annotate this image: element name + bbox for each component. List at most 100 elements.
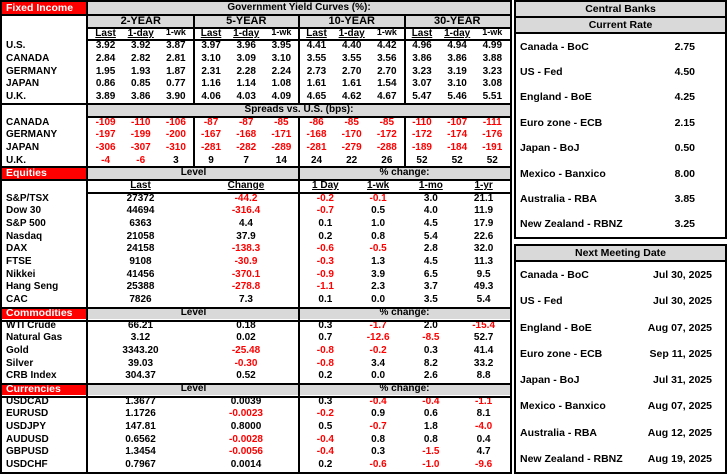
cell-value: 0.86 — [95, 78, 116, 90]
cell-value: 8.8 — [476, 370, 491, 382]
cell-value: 52.7 — [473, 332, 494, 344]
cell-value: 6.5 — [423, 268, 438, 280]
row-label: Canada - BoC — [520, 40, 589, 53]
cell-value: -4.0 — [475, 421, 493, 433]
cell-value: 3343.20 — [122, 344, 159, 356]
row-label: DAX — [6, 243, 28, 255]
cell-value: 0.7967 — [125, 459, 156, 471]
spread-row: U.K. -4 -6 3 9 7 14 24 22 26 52 52 52 — [2, 154, 510, 167]
cell-value: 1.14 — [236, 78, 256, 90]
cell-value: -0.6 — [316, 243, 334, 255]
cell-value: 22 — [346, 154, 358, 166]
cell-value: 3.90 — [166, 91, 186, 103]
cell-value: 3.12 — [130, 332, 151, 344]
cell-value: -168 — [236, 129, 257, 141]
cell-value: 1-day — [338, 27, 365, 39]
cell-value: -184 — [447, 141, 468, 153]
row-label: FTSE — [6, 256, 32, 268]
cell-value: 4.50 — [674, 66, 695, 79]
cell-value: -111 — [482, 116, 502, 128]
cell-value: 9.5 — [476, 268, 491, 280]
cell-value: 52 — [451, 154, 463, 166]
cell-value: -0.4 — [422, 395, 440, 407]
row-label: CANADA — [6, 116, 50, 128]
cell-value: 0.0014 — [230, 459, 262, 471]
row-label: Japan - BoJ — [520, 374, 580, 387]
cell-value: 3.56 — [377, 53, 397, 65]
section-label-currencies: Currencies — [2, 382, 88, 396]
cell-value: 4.5 — [423, 256, 438, 268]
equities-pct-header: % change: — [299, 166, 510, 180]
maturity-5-year: 5-YEAR — [193, 14, 299, 28]
cell-value: -170 — [341, 129, 362, 141]
cell-value: -138.3 — [231, 243, 261, 255]
cell-value: -0.4 — [316, 446, 334, 458]
cell-value: 1-day — [233, 27, 260, 39]
cell-value: -1.7 — [369, 319, 387, 331]
cell-value: 7 — [243, 154, 249, 166]
cell-value: -199 — [130, 129, 151, 141]
cell-value: -30.9 — [234, 256, 258, 268]
central-bank-rate-row: US - Fed 4.50 — [516, 59, 725, 84]
commodities-table: WTI Crude 66.21 0.18 0.3 -1.7 2.0 -15.4 Natural… — [2, 319, 510, 382]
cell-value: 1.8 — [423, 421, 438, 433]
cell-value: 44694 — [126, 205, 155, 217]
cell-value: 52 — [486, 154, 498, 166]
cell-value: 4.42 — [377, 40, 397, 52]
cell-value: 0.0 — [371, 294, 386, 306]
cell-value: -0.2 — [369, 344, 387, 356]
cell-value: -168 — [306, 129, 327, 141]
central-bank-meeting-row: US - Fed Jul 30, 2025 — [516, 288, 725, 314]
currency-row: AUDUSD 0.6562 -0.0028 -0.4 0.8 0.8 0.4 — [2, 433, 510, 446]
yield-row: JAPAN 0.86 0.85 0.77 1.16 1.14 1.08 1.61 1.61 1.5… — [2, 78, 510, 91]
cell-value: -15.4 — [472, 319, 496, 331]
currency-row: USDJPY 147.81 0.8000 0.5 -0.7 1.8 -4.0 — [2, 421, 510, 434]
cell-value: -0.0056 — [229, 446, 263, 458]
cell-value: 8.00 — [674, 167, 695, 180]
next-meeting-header: Next Meeting Date — [516, 246, 725, 262]
commodity-row: WTI Crude 66.21 0.18 0.3 -1.7 2.0 -15.4 — [2, 319, 510, 332]
cell-value: -0.1 — [369, 192, 387, 204]
cell-value: -279 — [341, 141, 362, 153]
row-label: US - Fed — [520, 66, 563, 79]
central-bank-rate-row: Australia - RBA 3.85 — [516, 186, 725, 211]
cell-value: 0.1 — [318, 294, 333, 306]
cell-value: 14 — [275, 154, 287, 166]
equity-row: CAC 7826 7.3 0.1 0.0 3.5 5.4 — [2, 294, 510, 307]
cell-value: -85 — [379, 116, 395, 128]
cell-value: 1.61 — [341, 78, 362, 90]
cell-value: 4.5 — [423, 218, 438, 230]
cell-value: Sep 11, 2025 — [649, 347, 712, 360]
maturity-2-year: 2-YEAR — [88, 14, 194, 28]
cell-value: 41.4 — [473, 344, 494, 356]
row-label: CRB Index — [6, 370, 57, 382]
row-label: New Zealand - RBNZ — [520, 452, 623, 465]
row-label: U.K. — [6, 91, 26, 103]
cell-value: -316.4 — [231, 205, 261, 217]
central-bank-rate-row: England - BoE 4.25 — [516, 85, 725, 110]
cell-value: 8.1 — [476, 408, 491, 420]
currencies-level-header: Level — [88, 382, 299, 396]
row-label: AUDUSD — [6, 433, 49, 445]
cell-value: -0.0023 — [229, 408, 263, 420]
yield-subheader-row: Last 1-day 1-wk Last 1-day 1-wk Last 1-day 1-wk L… — [2, 27, 510, 40]
cell-value: 1.0 — [371, 218, 386, 230]
cell-value: 4.06 — [201, 91, 221, 103]
current-rate-box: Central Banks Current Rate Canada - BoC 2… — [514, 0, 727, 239]
commodities-pct-header: % change: — [299, 306, 510, 320]
cell-value: 3.08 — [482, 78, 503, 90]
cell-value: -0.6 — [369, 459, 387, 471]
cell-value: 4.25 — [674, 91, 695, 104]
currencies-pct-header: % change: — [299, 382, 510, 396]
cell-value: 1.3677 — [125, 395, 156, 407]
row-label: EURUSD — [6, 408, 49, 420]
cell-value: -0.4 — [369, 395, 387, 407]
row-label: WTI Crude — [6, 319, 56, 331]
next-meeting-box: Next Meeting Date Canada - BoC Jul 30, 20… — [514, 244, 727, 474]
cell-value: -0.3 — [316, 256, 334, 268]
cell-value: -172 — [376, 129, 397, 141]
cell-value: 1-wk — [367, 179, 390, 191]
spread-row: CANADA -109 -110 -106 -87 -87 -85 -86 -85 -85 -110… — [2, 116, 510, 129]
currency-row: USDCAD 1.3677 0.0039 0.3 -0.4 -0.4 -1.1 — [2, 395, 510, 408]
